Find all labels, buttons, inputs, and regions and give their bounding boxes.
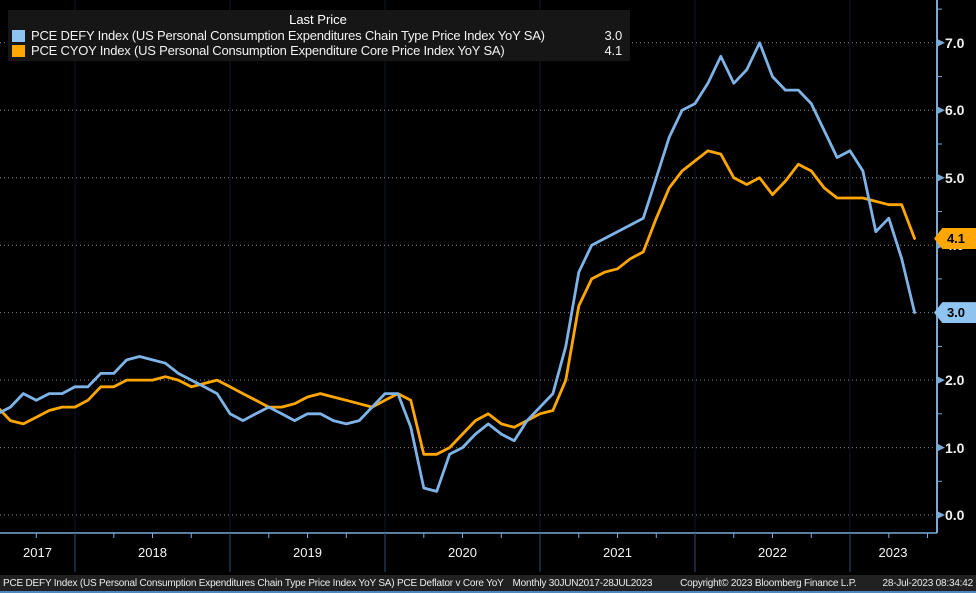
legend-row-pce-cyoy[interactable]: PCE CYOY Index (US Personal Consumption …: [12, 43, 624, 58]
pce-defy-label: PCE DEFY Index (US Personal Consumption …: [31, 28, 545, 43]
y-axis-label-1.0: 1.0: [945, 439, 965, 456]
status-copyright: Copyright© 2023 Bloomberg Finance L.P.: [680, 577, 857, 589]
x-axis-label-2020: 2020: [448, 545, 477, 560]
x-axis-label-2019: 2019: [293, 545, 322, 560]
x-axis-label-2017: 2017: [23, 545, 52, 560]
legend-title: Last Price: [289, 12, 347, 27]
status-description: PCE DEFY Index (US Personal Consumption …: [3, 577, 504, 589]
cyoy-price-tag-value: 4.1: [946, 230, 966, 246]
legend-box: Last Price PCE DEFY Index (US Personal C…: [8, 10, 630, 61]
pce-defy-last-price: 3.0: [604, 28, 623, 43]
bottom-accent-bar: [0, 591, 976, 593]
chart-plot-area[interactable]: [0, 0, 976, 575]
defy-price-tag-value: 3.0: [946, 305, 966, 321]
pce-cyoy-last-price: 4.1: [604, 43, 623, 58]
pce-cyoy-label: PCE CYOY Index (US Personal Consumption …: [31, 43, 505, 58]
pce-defy-swatch-icon: [12, 29, 25, 42]
status-timestamp: 28-Jul-2023 08:34:42: [882, 577, 973, 589]
x-axis-label-2018: 2018: [138, 545, 167, 560]
pce-cyoy-swatch-icon: [12, 44, 25, 57]
y-axis-label-0.0: 0.0: [945, 507, 965, 523]
legend-row-pce-defy[interactable]: PCE DEFY Index (US Personal Consumption …: [12, 28, 624, 43]
status-bar: PCE DEFY Index (US Personal Consumption …: [0, 575, 976, 591]
x-axis-label-2021: 2021: [603, 545, 632, 560]
y-axis-label-2.0: 2.0: [945, 372, 965, 389]
defy-price-tag: 3.0: [934, 302, 976, 324]
y-axis-label-5.0: 5.0: [945, 169, 965, 186]
cyoy-price-tag: 4.1: [934, 227, 976, 249]
x-axis-label-2023: 2023: [878, 545, 908, 560]
status-range: Monthly 30JUN2017-28JUL2023: [512, 577, 653, 589]
y-axis-label-6.0: 6.0: [945, 102, 965, 119]
y-axis-label-7.0: 7.0: [945, 34, 965, 51]
x-axis-label-2022: 2022: [758, 545, 787, 560]
